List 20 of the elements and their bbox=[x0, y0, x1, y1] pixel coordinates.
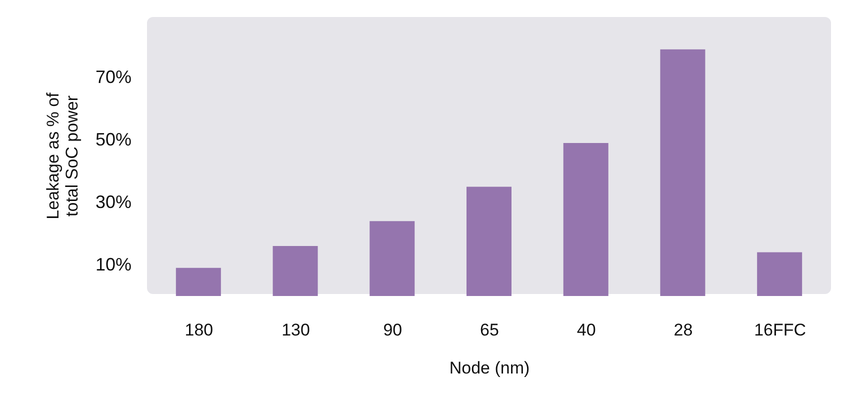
y-tick-label: 10% bbox=[95, 254, 132, 274]
bar bbox=[757, 252, 802, 296]
x-tick-label: 65 bbox=[480, 320, 499, 340]
bar bbox=[563, 143, 608, 296]
y-tick-label: 30% bbox=[95, 192, 132, 212]
x-tick-label: 28 bbox=[674, 320, 693, 340]
y-tick-label: 70% bbox=[95, 66, 132, 87]
x-tick-label: 130 bbox=[282, 320, 310, 340]
y-tick-label: 50% bbox=[95, 129, 132, 150]
x-tick-label: 16FFC bbox=[754, 320, 806, 340]
x-axis-title: Node (nm) bbox=[449, 358, 530, 378]
x-tick-label: 90 bbox=[383, 320, 402, 340]
x-tick-label: 180 bbox=[184, 320, 214, 340]
y-axis-title: Leakage as % of total SoC power bbox=[43, 92, 82, 220]
x-tick-label: 40 bbox=[576, 320, 596, 340]
bar bbox=[370, 221, 415, 296]
bar bbox=[660, 49, 706, 296]
bar bbox=[466, 186, 512, 296]
bar bbox=[176, 268, 221, 296]
bar bbox=[272, 246, 318, 296]
